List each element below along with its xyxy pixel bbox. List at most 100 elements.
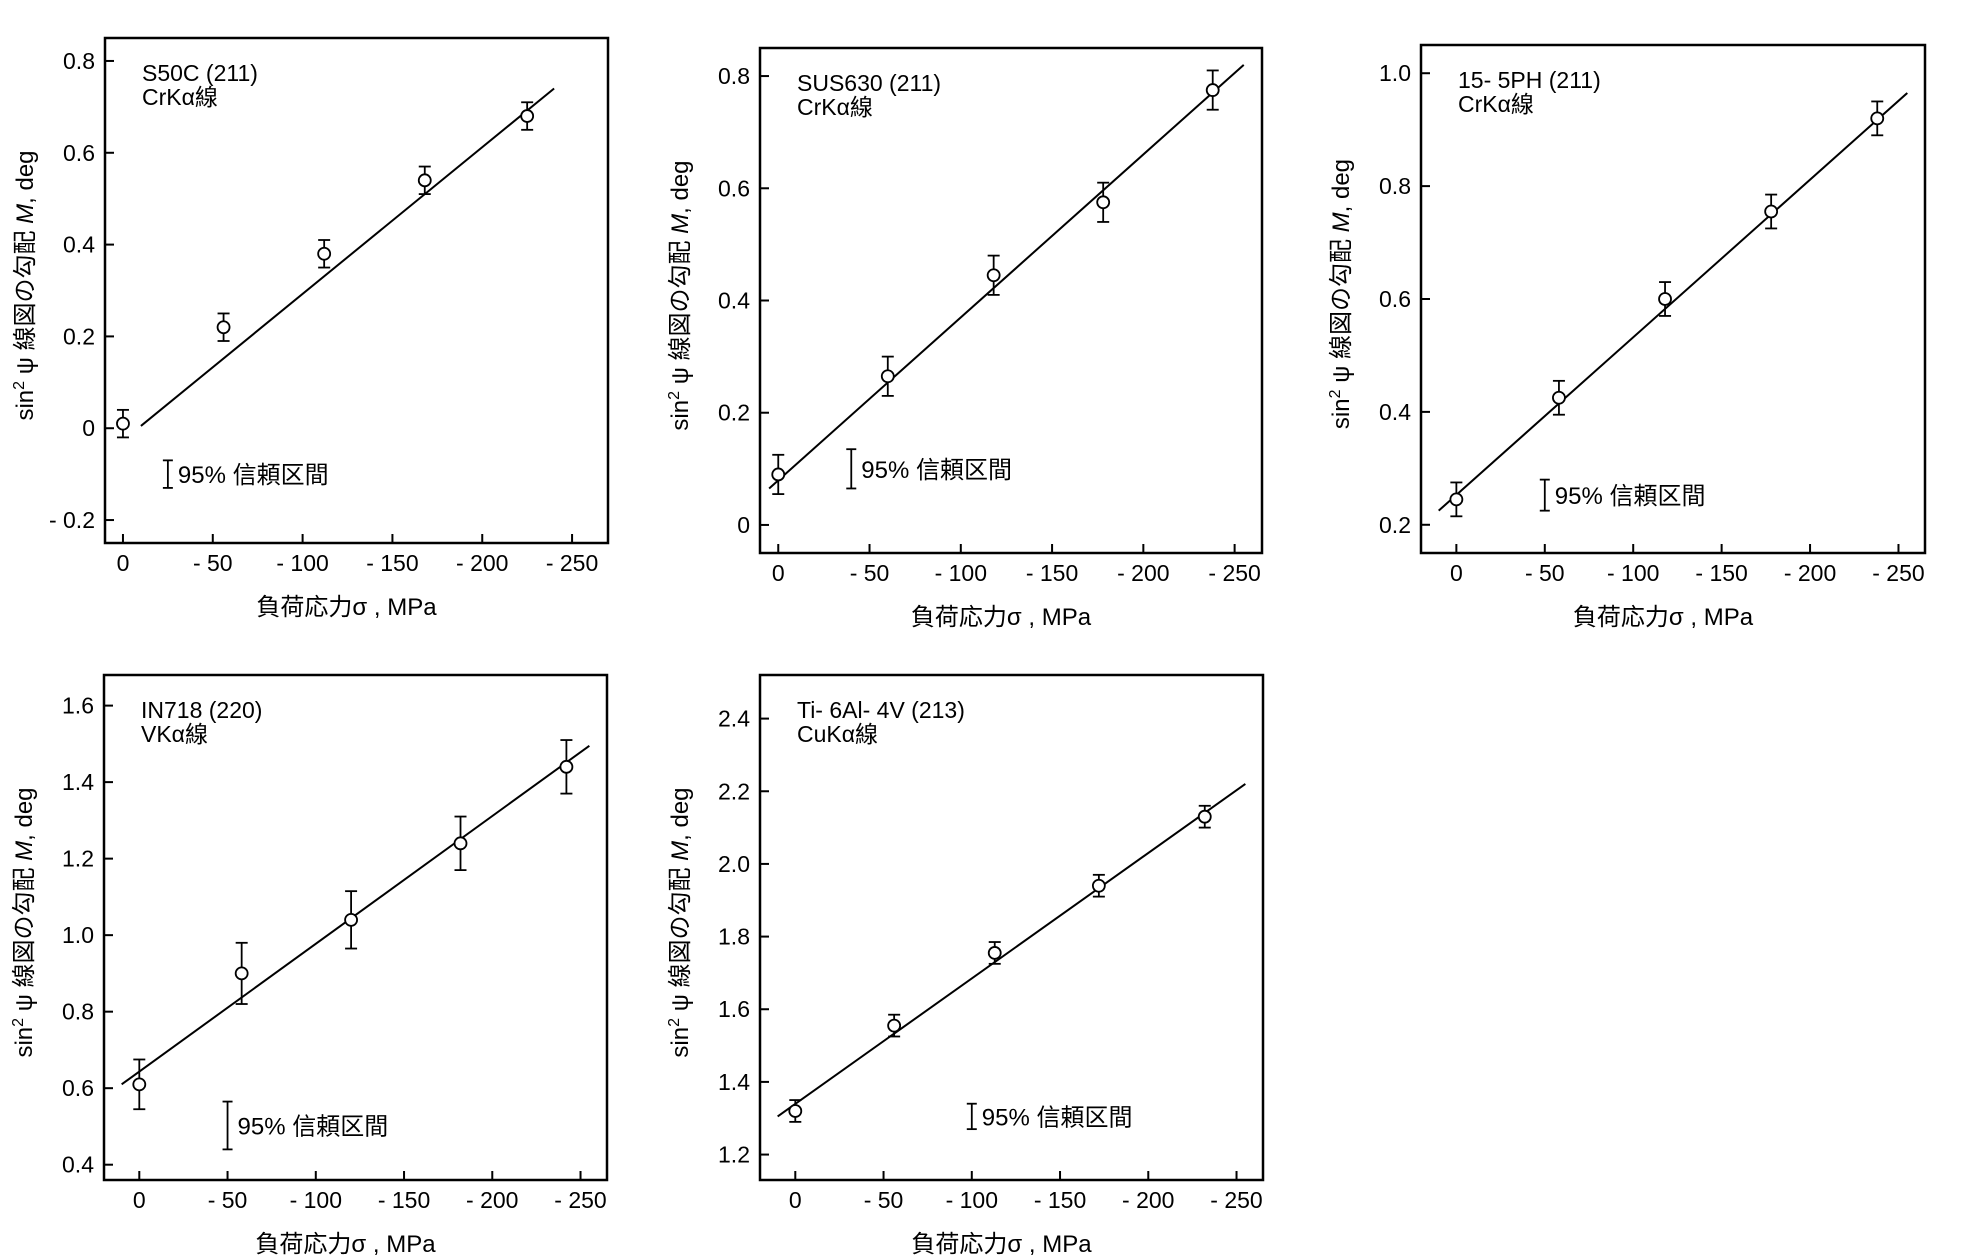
- y-tick-label: 0.8: [718, 63, 750, 89]
- data-point: [771, 467, 786, 482]
- data-point: [132, 1077, 147, 1092]
- data-point: [1205, 83, 1220, 97]
- x-axis-title: 負荷応力σ , MPa: [255, 1231, 436, 1258]
- y-tick-label: 0.4: [1379, 399, 1411, 425]
- y-axis-title-part: , deg: [12, 150, 39, 203]
- y-tick-label: 0.6: [63, 140, 95, 166]
- y-tick-label: 0: [82, 415, 95, 441]
- ci-legend-label: 95% 信頼区間: [178, 462, 329, 489]
- x-tick-label: - 100: [935, 560, 987, 586]
- y-axis-title-part: sin: [1328, 398, 1355, 429]
- radiation-label: VKα線: [141, 721, 208, 747]
- y-tick-label: 0.8: [63, 48, 95, 74]
- x-tick-label: - 200: [456, 550, 508, 576]
- x-tick-label: - 50: [1525, 560, 1565, 586]
- x-tick-label: - 100: [946, 1187, 998, 1213]
- x-tick-label: - 50: [850, 560, 890, 586]
- material-label: Ti- 6Al- 4V (213): [797, 697, 965, 723]
- x-tick-label: - 50: [193, 550, 233, 576]
- data-point: [880, 369, 895, 384]
- radiation-label: CrKα線: [142, 84, 218, 110]
- y-tick-label: - 0.2: [49, 507, 95, 533]
- x-tick-label: - 200: [1122, 1187, 1174, 1213]
- x-tick-label: - 50: [864, 1187, 904, 1213]
- plot-frame: [1419, 43, 1927, 555]
- x-tick-label: - 250: [1210, 1187, 1262, 1213]
- y-axis-title-part: , deg: [667, 787, 694, 840]
- chart-panel-1: 0 - 50 - 100 - 150 - 200 - 250 - 0.2 0 0.2 0.4 0.6…: [11, 36, 610, 621]
- x-axis-title: 負荷応力σ , MPa: [256, 594, 437, 621]
- x-tick-label: - 150: [378, 1187, 430, 1213]
- data-point: [216, 320, 231, 335]
- ci-legend-label: 95% 信頼区間: [982, 1104, 1133, 1131]
- y-axis-title-part: 2: [11, 381, 28, 390]
- fit-line: [777, 783, 1246, 1118]
- plot-frame: [103, 36, 610, 545]
- y-axis-title: sin2 ψ 線図の勾配 M, deg: [11, 150, 39, 420]
- y-axis-title-part: , deg: [1328, 159, 1355, 212]
- y-tick-label: 1.4: [718, 1069, 750, 1095]
- y-axis-title-part: M: [667, 214, 694, 234]
- y-tick-label: 1.6: [62, 693, 94, 719]
- data-point: [1658, 292, 1672, 306]
- data-point: [559, 759, 574, 774]
- plot-frame: [102, 673, 609, 1182]
- y-tick-label: 0: [737, 512, 750, 538]
- data-point: [453, 836, 468, 851]
- chart-panel-4: 0 - 50 - 100 - 150 - 200 - 250 0.4 0.6 0.8 1.0 1.2…: [10, 673, 609, 1258]
- y-axis-title-part: ψ 線図の勾配: [12, 224, 39, 381]
- y-tick-label: 0.4: [62, 1152, 94, 1178]
- x-tick-label: - 150: [366, 550, 418, 576]
- y-tick-label: 0.8: [62, 999, 94, 1025]
- y-tick-label: 2.0: [718, 851, 750, 877]
- y-tick-label: 2.4: [718, 706, 750, 732]
- y-axis-title-part: ψ 線図の勾配: [1328, 232, 1355, 389]
- y-tick-label: 1.6: [718, 996, 750, 1022]
- y-tick-label: 1.0: [1379, 60, 1411, 86]
- x-axis-title: 負荷応力σ , MPa: [911, 1231, 1092, 1258]
- ci-legend-label: 95% 信頼区間: [238, 1113, 389, 1140]
- y-tick-label: 1.2: [62, 846, 94, 872]
- x-tick-label: - 250: [1208, 560, 1260, 586]
- x-tick-label: - 250: [1872, 560, 1924, 586]
- x-tick-label: - 200: [1784, 560, 1836, 586]
- x-tick-label: - 200: [1117, 560, 1169, 586]
- y-axis-title: sin2 ψ 線図の勾配 M, deg: [666, 160, 694, 430]
- material-label: IN718 (220): [141, 697, 262, 723]
- y-axis-title: sin2 ψ 線図の勾配 M, deg: [10, 787, 38, 1057]
- y-axis-title-part: 2: [666, 1018, 683, 1027]
- fit-line: [1438, 92, 1908, 512]
- material-label: 15- 5PH (211): [1458, 67, 1601, 93]
- y-tick-label: 0.2: [1379, 512, 1411, 538]
- y-axis-title-part: M: [667, 841, 694, 861]
- y-axis-title-part: sin: [12, 390, 39, 421]
- x-tick-label: - 250: [554, 1187, 606, 1213]
- data-point: [116, 416, 130, 431]
- data-point: [344, 912, 358, 927]
- data-point: [1197, 809, 1212, 824]
- material-label: S50C (211): [142, 60, 258, 86]
- y-axis-title-part: 2: [666, 391, 683, 400]
- data-point: [520, 109, 535, 123]
- y-tick-label: 0.2: [718, 400, 750, 426]
- x-tick-label: - 100: [290, 1187, 342, 1213]
- x-tick-label: - 50: [208, 1187, 248, 1213]
- y-tick-label: 0.6: [718, 175, 750, 201]
- y-axis-title: sin2 ψ 線図の勾配 M, deg: [1327, 159, 1355, 429]
- y-tick-label: 1.8: [718, 924, 750, 950]
- y-tick-label: 0.8: [1379, 173, 1411, 199]
- data-point: [1764, 204, 1779, 219]
- y-tick-label: 0.4: [63, 232, 95, 258]
- y-tick-label: 2.2: [718, 778, 750, 804]
- x-tick-label: 0: [117, 550, 130, 576]
- y-tick-label: 1.2: [718, 1142, 750, 1168]
- data-point: [234, 966, 249, 981]
- plot-frame: [758, 673, 1265, 1182]
- data-point: [788, 1104, 803, 1118]
- data-point: [1449, 492, 1464, 507]
- y-axis-title-part: M: [11, 841, 38, 861]
- data-point: [887, 1018, 902, 1033]
- chart-panel-5: 0 - 50 - 100 - 150 - 200 - 250 1.2 1.4 1.6 1.8 2.0…: [666, 673, 1265, 1258]
- data-point: [417, 173, 432, 188]
